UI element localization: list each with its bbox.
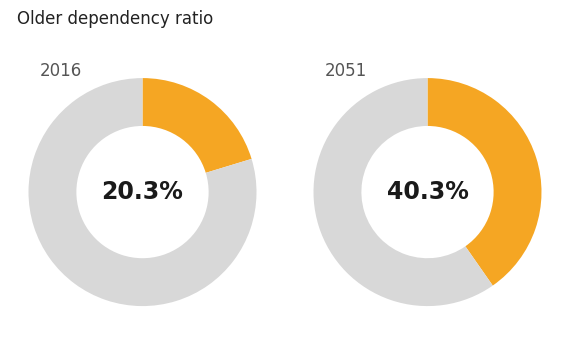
Wedge shape [314,78,492,306]
Text: 40.3%: 40.3% [386,180,469,204]
Text: 20.3%: 20.3% [101,180,184,204]
Text: Older dependency ratio: Older dependency ratio [17,10,213,28]
Text: 2016: 2016 [40,62,82,80]
Wedge shape [142,78,251,173]
Text: 2051: 2051 [325,62,367,80]
Wedge shape [428,78,542,286]
Wedge shape [28,78,256,306]
